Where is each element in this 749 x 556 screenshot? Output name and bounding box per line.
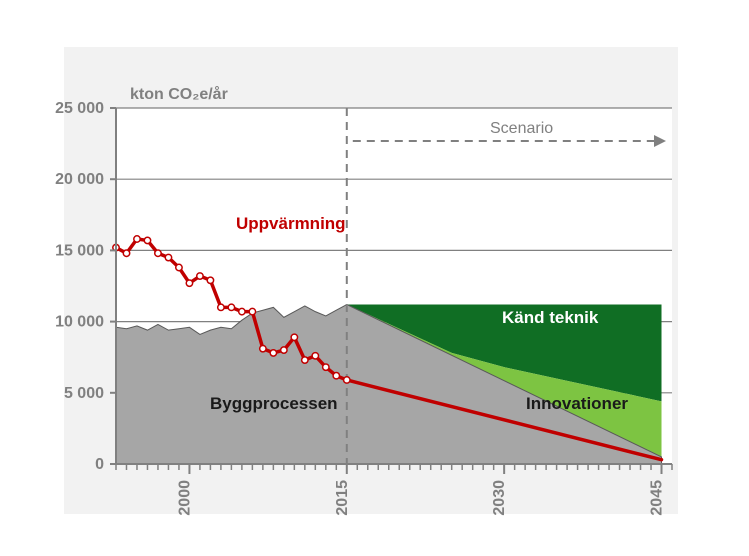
x-tick-label: 2030 <box>491 480 508 516</box>
series-heating-label: Uppvärmning <box>236 214 346 234</box>
x-tick-label: 2045 <box>649 480 666 516</box>
x-tick-label: 2015 <box>334 480 351 516</box>
y-axis-title: kton CO₂e/år <box>130 86 228 104</box>
y-tick-label: 20 000 <box>55 171 104 188</box>
y-tick-label: 0 <box>95 456 104 473</box>
y-tick-label: 10 000 <box>55 314 104 331</box>
series-innov-label: Innovationer <box>526 394 628 414</box>
y-tick-label: 15 000 <box>55 242 104 259</box>
y-tick-label: 25 000 <box>55 100 104 117</box>
x-tick-label: 2000 <box>176 480 193 516</box>
series-build-label: Byggprocessen <box>210 394 338 414</box>
chart: 0 5 000 10 000 15 000 20 000 25 000 2000 2015 20… <box>0 0 749 556</box>
series-known-label: Känd teknik <box>502 308 598 328</box>
y-tick-label: 5 000 <box>64 385 104 402</box>
scenario-label: Scenario <box>490 120 553 138</box>
